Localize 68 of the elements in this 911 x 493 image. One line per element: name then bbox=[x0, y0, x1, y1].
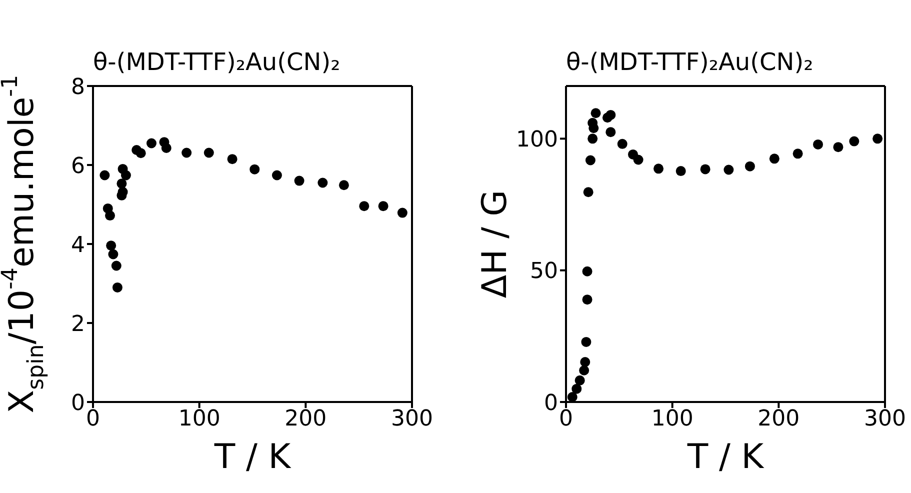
x-tick-label: 300 bbox=[391, 406, 433, 432]
point bbox=[724, 164, 734, 175]
x-tick-label: 100 bbox=[178, 406, 220, 432]
point bbox=[813, 139, 824, 150]
point bbox=[590, 108, 601, 118]
point bbox=[272, 170, 282, 180]
point bbox=[106, 240, 116, 251]
point bbox=[111, 260, 122, 271]
point bbox=[146, 138, 156, 148]
point bbox=[676, 166, 686, 176]
point bbox=[633, 154, 644, 165]
y-tick-label: 8 bbox=[71, 74, 85, 100]
y-tick-label: 0 bbox=[71, 390, 85, 416]
point bbox=[606, 110, 616, 120]
point bbox=[359, 201, 370, 212]
point bbox=[580, 356, 590, 367]
point bbox=[397, 208, 408, 218]
y-tick-label: 4 bbox=[71, 232, 85, 258]
x-tick-label: 200 bbox=[758, 406, 800, 432]
x-tick-label: 200 bbox=[284, 406, 327, 432]
point bbox=[744, 161, 755, 172]
point bbox=[588, 134, 598, 144]
point bbox=[833, 142, 844, 152]
point bbox=[606, 127, 616, 138]
point bbox=[572, 384, 582, 394]
point bbox=[792, 148, 803, 159]
chart-title: θ-(MDT-TTF)₂Au(CN)₂ bbox=[93, 48, 342, 76]
x-tick-label: 100 bbox=[651, 406, 694, 432]
y-tick-label: 6 bbox=[71, 154, 85, 179]
point bbox=[579, 365, 590, 376]
point bbox=[582, 294, 592, 305]
y-axis-title: ΔH / G bbox=[475, 190, 516, 298]
point bbox=[227, 154, 238, 164]
point bbox=[108, 249, 118, 260]
y-tick-label: 50 bbox=[530, 259, 558, 284]
y-tick-label: 100 bbox=[516, 127, 558, 152]
point bbox=[617, 138, 628, 149]
point bbox=[582, 266, 592, 276]
point bbox=[654, 164, 664, 174]
point bbox=[574, 375, 585, 386]
point bbox=[585, 155, 596, 166]
point bbox=[581, 336, 592, 347]
point bbox=[318, 178, 328, 188]
point bbox=[567, 392, 578, 402]
x-tick-label: 300 bbox=[864, 406, 906, 432]
point bbox=[700, 164, 710, 174]
point bbox=[588, 123, 599, 134]
point bbox=[161, 143, 172, 154]
point bbox=[294, 176, 304, 186]
point bbox=[849, 136, 860, 146]
point bbox=[120, 170, 131, 180]
point bbox=[250, 164, 260, 174]
point bbox=[769, 154, 780, 164]
y-tick-label: 2 bbox=[71, 312, 85, 337]
y-tick-label: 0 bbox=[544, 390, 558, 416]
point bbox=[112, 282, 122, 292]
point bbox=[100, 170, 110, 180]
point bbox=[378, 201, 388, 212]
point bbox=[136, 148, 146, 158]
point bbox=[872, 134, 883, 144]
point bbox=[338, 180, 349, 190]
point bbox=[105, 210, 116, 221]
point bbox=[204, 148, 214, 158]
point bbox=[583, 187, 594, 198]
x-axis-title: T / K bbox=[213, 437, 292, 477]
x-axis-title: T / K bbox=[686, 437, 766, 477]
chart-title: θ-(MDT-TTF)₂Au(CN)₂ bbox=[566, 48, 814, 76]
point bbox=[182, 148, 192, 158]
